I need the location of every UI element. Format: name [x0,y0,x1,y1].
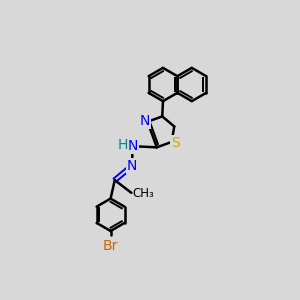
Text: N: N [128,139,138,153]
Text: H: H [118,138,128,152]
Text: S: S [171,136,180,150]
Text: N: N [127,159,137,173]
Text: Br: Br [103,239,118,253]
Text: CH₃: CH₃ [133,188,154,200]
Text: N: N [140,114,150,128]
